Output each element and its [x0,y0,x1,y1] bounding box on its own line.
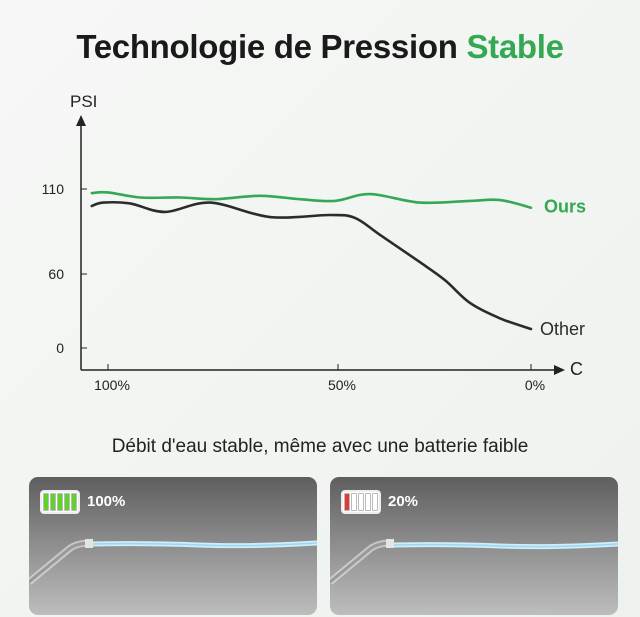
title-main: Technologie de Pression [76,28,458,65]
y-tick-label: 110 [42,181,65,197]
panel-full-battery: 100% [29,477,317,615]
battery-cell [50,493,56,511]
pressure-chart: PSI C 110 60 0 100% 50% 0% Ours Other [42,92,586,393]
battery-cell [71,493,77,511]
battery-cell [372,493,378,511]
x-axis-label: C [570,359,583,379]
x-tick-label: 0% [525,377,545,393]
title-accent: Stable [466,28,564,65]
water-jet-illustration [330,539,618,585]
battery-percentage: 100% [87,493,126,510]
subtitle: Débit d'eau stable, même avec une batter… [111,436,529,457]
series-label-ours: Ours [544,197,586,217]
panel-low-battery: 20% [330,477,618,615]
battery-cell [344,493,350,511]
battery-cell [57,493,63,511]
series-line-ours [90,190,533,209]
series-label-other: Other [540,319,585,339]
battery-icon [40,490,80,514]
page-title: Technologie de Pression Stable [0,28,640,66]
x-axis-arrow [554,365,565,375]
x-tick-label: 50% [328,377,356,393]
battery-cell [351,493,357,511]
x-tick-label: 100% [94,377,130,393]
water-jet-illustration [29,539,317,585]
y-axis-label: PSI [70,92,97,111]
battery-icon [341,490,381,514]
y-axis-arrow [76,115,86,126]
battery-cell [358,493,364,511]
battery-cell [365,493,371,511]
y-tick-label: 0 [56,340,64,356]
battery-cell [64,493,70,511]
y-tick-label: 60 [48,266,64,282]
battery-cell [43,493,49,511]
series-line-other [90,200,533,331]
battery-percentage: 20% [388,493,419,510]
